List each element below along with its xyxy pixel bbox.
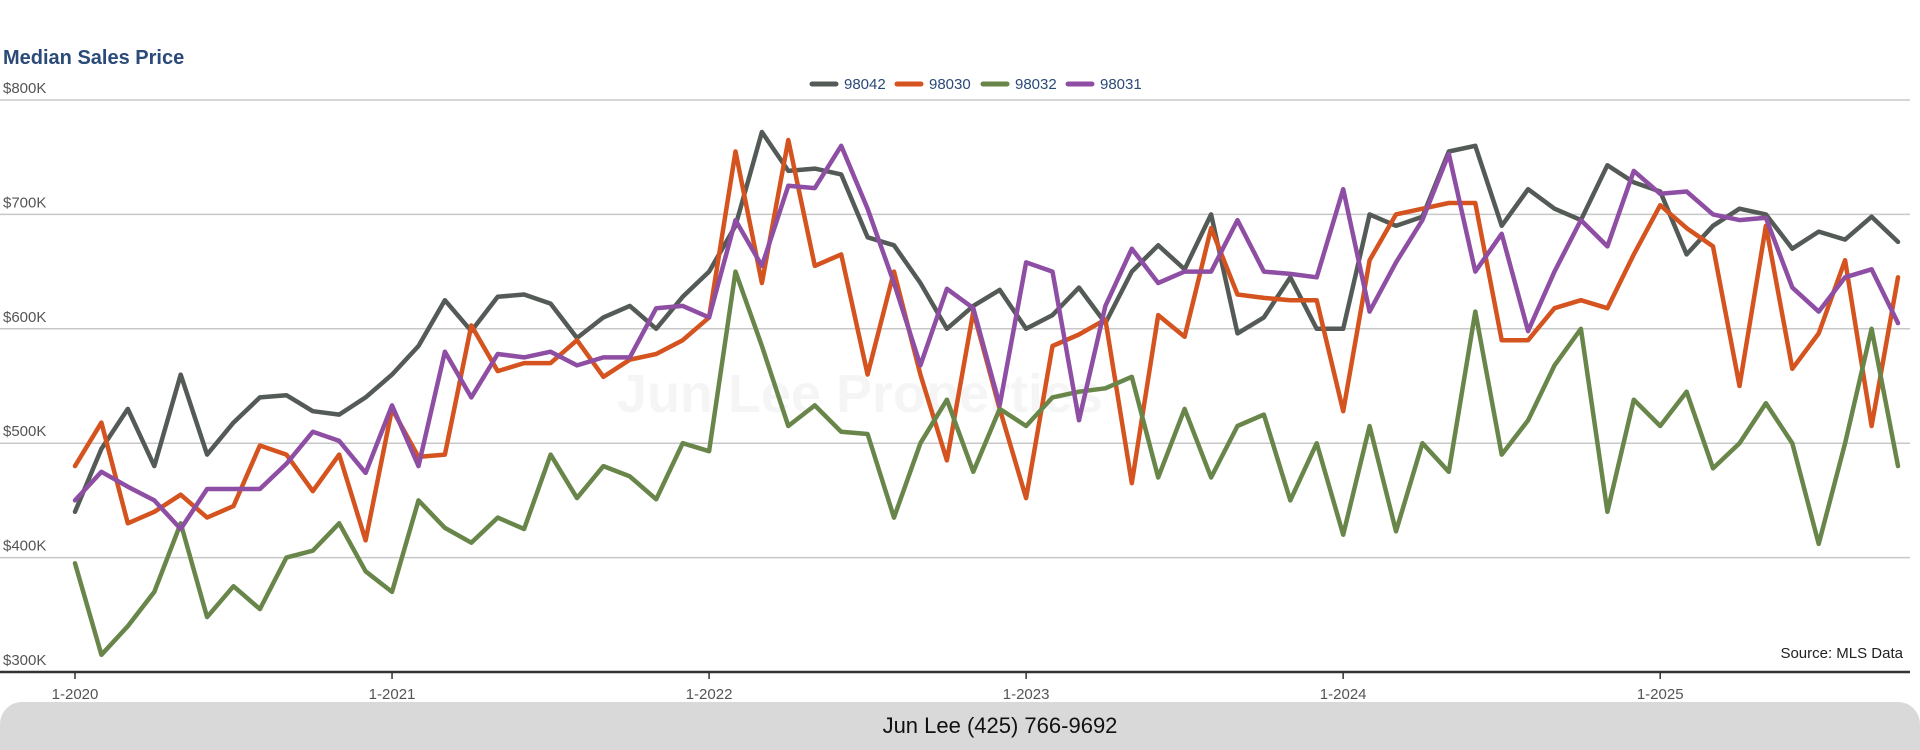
legend-label-98042: 98042: [844, 76, 886, 93]
series-line-98032: [72, 269, 1901, 658]
watermark-layer: Jun Lee Properties: [617, 364, 1103, 424]
axes: $300K $400K $500K $600K $700K $800K 1-2020 1-20…: [0, 80, 1910, 703]
series-line-98042: [72, 129, 1901, 515]
y-tick-label: $700K: [3, 194, 46, 211]
y-tick-label: $600K: [3, 309, 46, 326]
x-tick-label: 1-2025: [1637, 686, 1684, 703]
series-lines: [72, 129, 1901, 658]
y-tick-label: $800K: [3, 80, 46, 97]
x-tick-label: 1-2020: [52, 686, 99, 703]
watermark-text: Jun Lee Properties: [617, 364, 1103, 424]
y-tick-label: $500K: [3, 423, 46, 440]
x-tick-label: 1-2023: [1003, 686, 1050, 703]
source-note: Source: MLS Data: [1780, 645, 1903, 662]
x-tick-label: 1-2022: [686, 686, 733, 703]
footer-bar: Jun Lee (425) 766-9692: [0, 702, 1920, 750]
x-tick-label: 1-2024: [1320, 686, 1367, 703]
x-tick-label: 1-2021: [369, 686, 416, 703]
series-line-98031: [72, 143, 1901, 532]
y-tick-label: $300K: [3, 652, 46, 669]
legend-label-98031: 98031: [1100, 76, 1142, 93]
legend-label-98030: 98030: [929, 76, 971, 93]
footer-contact: Jun Lee (425) 766-9692: [882, 713, 1118, 738]
chart-title: Median Sales Price: [3, 47, 184, 69]
legend: 98042 98030 98032 98031: [809, 76, 1142, 93]
gridlines: [0, 99, 1910, 559]
y-tick-label: $400K: [3, 538, 46, 555]
legend-label-98032: 98032: [1015, 76, 1057, 93]
